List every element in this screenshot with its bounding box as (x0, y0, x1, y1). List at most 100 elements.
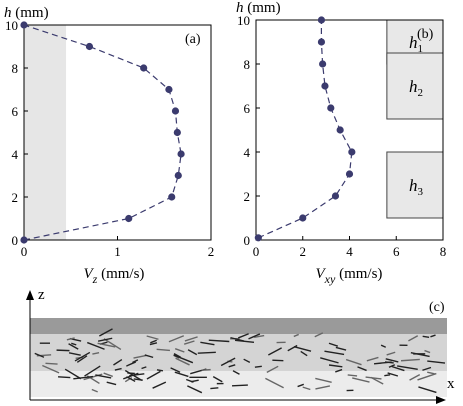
particle-streak (114, 367, 122, 371)
data-point (319, 60, 327, 68)
particle-streak (71, 342, 77, 346)
data-point (173, 128, 181, 137)
particle-streak (174, 348, 185, 353)
particle-streak (146, 335, 159, 340)
particle-streak (170, 367, 181, 373)
shaded-region (24, 25, 67, 240)
x-tick-label: 8 (440, 244, 447, 259)
x-tick-label: 2 (208, 244, 215, 259)
particle-streak (68, 352, 81, 356)
data-point (174, 171, 182, 180)
particle-streak (387, 372, 399, 377)
data-point (20, 21, 28, 29)
data-point (321, 82, 329, 90)
particle-streak (347, 374, 358, 377)
particle-streak (366, 356, 379, 362)
particle-streak (427, 371, 435, 375)
particle-streak (410, 352, 430, 358)
y-tick-label: 8 (244, 57, 251, 72)
x-axis-arrowhead (436, 396, 446, 404)
data-point (254, 234, 262, 242)
particle-streak (99, 328, 113, 337)
particle-streak (320, 357, 339, 364)
particle-streak (64, 368, 82, 380)
data-point (299, 214, 307, 222)
particle-streak (84, 365, 101, 377)
particle-streak (365, 376, 382, 380)
y-axis-label: h (mm) (236, 0, 281, 16)
streak-image-bottom-band (30, 371, 447, 397)
particle-streak (408, 335, 419, 342)
particle-streak (243, 358, 251, 363)
x-tick-label: 4 (346, 244, 353, 259)
data-point (168, 193, 176, 201)
particle-streak (144, 354, 154, 359)
particle-streak (302, 386, 311, 391)
particle-streak (409, 374, 421, 381)
particle-streak (254, 334, 265, 339)
particle-streak (417, 372, 437, 381)
particle-streak (168, 335, 185, 343)
particle-streak (174, 371, 189, 378)
panel-c: z x (c) (26, 287, 455, 404)
particle-streak (187, 349, 198, 356)
streak-image-top-band (30, 318, 447, 334)
particle-streak (234, 339, 255, 344)
particle-streak (272, 359, 284, 362)
particle-streak (146, 370, 161, 380)
particle-streak (386, 351, 396, 356)
particle-streak (113, 358, 123, 366)
particle-streak (266, 365, 279, 373)
data-point (20, 236, 28, 244)
particle-streak (58, 376, 71, 379)
particle-streak (357, 366, 367, 372)
y-tick-label: 10 (5, 18, 18, 33)
data-point (345, 170, 354, 178)
particle-streak (183, 340, 195, 345)
data-point (317, 38, 326, 46)
particle-streak (95, 374, 112, 379)
data-point (177, 150, 185, 158)
particle-streak (42, 364, 60, 374)
particle-streak (248, 333, 261, 340)
particle-streak (293, 333, 299, 338)
data-point (171, 107, 180, 115)
zone-box-2 (386, 52, 444, 120)
particle-streak (328, 364, 343, 368)
particle-streak (380, 344, 387, 348)
particle-streak (185, 378, 194, 383)
particle-streak (352, 377, 370, 383)
panel-label: (a) (185, 32, 201, 47)
z-axis-label: z (38, 287, 45, 303)
x-tick-label: 2 (300, 244, 307, 259)
particle-streak (141, 366, 147, 370)
particle-streak (300, 350, 308, 357)
particle-streak (373, 361, 392, 365)
particle-streak (228, 364, 236, 368)
particle-streak (103, 338, 122, 351)
particle-streak (424, 349, 431, 354)
data-point (336, 126, 344, 134)
particle-streak (427, 360, 446, 364)
particle-streak (391, 365, 405, 372)
y-axis-label: h (mm) (4, 5, 49, 21)
particle-streak (400, 358, 420, 362)
x-tick-label: 1 (114, 244, 121, 259)
particle-streak (315, 385, 331, 390)
particle-streak (237, 333, 249, 339)
particle-streak (68, 343, 79, 350)
particle-streak (345, 358, 362, 366)
particle-streak (385, 358, 399, 363)
data-point (85, 42, 94, 51)
y-tick-label: 0 (244, 233, 251, 248)
particle-streak (197, 351, 216, 354)
particle-streak (430, 334, 436, 338)
particle-streak (91, 388, 98, 393)
particle-streak (129, 373, 145, 377)
panel-label: (c) (429, 300, 445, 315)
particle-streak (45, 362, 58, 365)
particle-streak (103, 372, 114, 378)
particle-streak (210, 387, 219, 390)
